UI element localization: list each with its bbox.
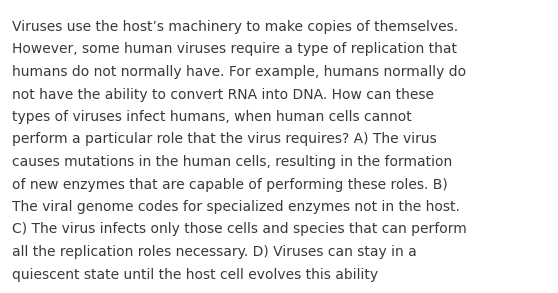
Text: types of viruses infect humans, when human cells cannot: types of viruses infect humans, when hum…	[12, 110, 412, 124]
Text: C) The virus infects only those cells and species that can perform: C) The virus infects only those cells an…	[12, 222, 466, 236]
Text: of new enzymes that are capable of performing these roles. B): of new enzymes that are capable of perfo…	[12, 178, 448, 192]
Text: not have the ability to convert RNA into DNA. How can these: not have the ability to convert RNA into…	[12, 88, 434, 101]
Text: quiescent state until the host cell evolves this ability: quiescent state until the host cell evol…	[12, 268, 378, 282]
Text: perform a particular role that the virus requires? A) The virus: perform a particular role that the virus…	[12, 132, 437, 146]
Text: However, some human viruses require a type of replication that: However, some human viruses require a ty…	[12, 42, 457, 57]
Text: The viral genome codes for specialized enzymes not in the host.: The viral genome codes for specialized e…	[12, 200, 460, 214]
Text: humans do not normally have. For example, humans normally do: humans do not normally have. For example…	[12, 65, 466, 79]
Text: all the replication roles necessary. D) Viruses can stay in a: all the replication roles necessary. D) …	[12, 245, 417, 259]
Text: causes mutations in the human cells, resulting in the formation: causes mutations in the human cells, res…	[12, 155, 452, 169]
Text: Viruses use the host’s machinery to make copies of themselves.: Viruses use the host’s machinery to make…	[12, 20, 458, 34]
